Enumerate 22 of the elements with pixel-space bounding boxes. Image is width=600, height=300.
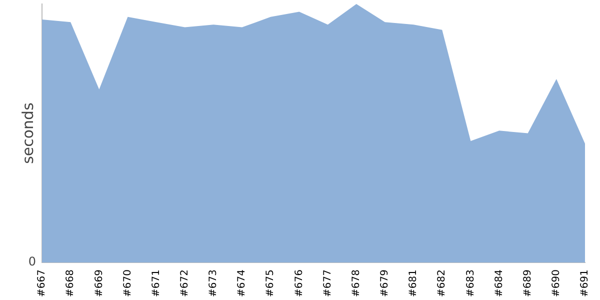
x-tick-label: #674 [236,270,248,298]
x-tick-label: #670 [122,270,134,298]
x-tick-label: #682 [436,270,448,298]
x-tick-label: #669 [94,270,105,298]
x-tick-label: #676 [294,270,305,298]
x-tick-label: #667 [36,270,48,298]
x-tick-label: #675 [265,270,276,298]
y-axis-title: seconds [18,102,37,164]
x-tick-label: #679 [380,270,391,298]
x-tick-label: #672 [179,270,190,298]
x-tick-label: #691 [580,270,591,298]
x-tick-label: #678 [350,270,362,298]
text: 0 [28,254,36,269]
x-tick-label: #690 [551,270,562,298]
x-tick-label: #668 [65,270,76,298]
x-tick-label: #673 [208,270,220,298]
x-tick-label: #684 [494,270,505,298]
x-tick-label: #677 [322,270,334,298]
x-tick-label: #681 [408,270,420,298]
x-tick-label: #671 [150,270,162,298]
x-tick-label: #683 [465,270,476,298]
x-tick-label: #689 [522,270,534,298]
